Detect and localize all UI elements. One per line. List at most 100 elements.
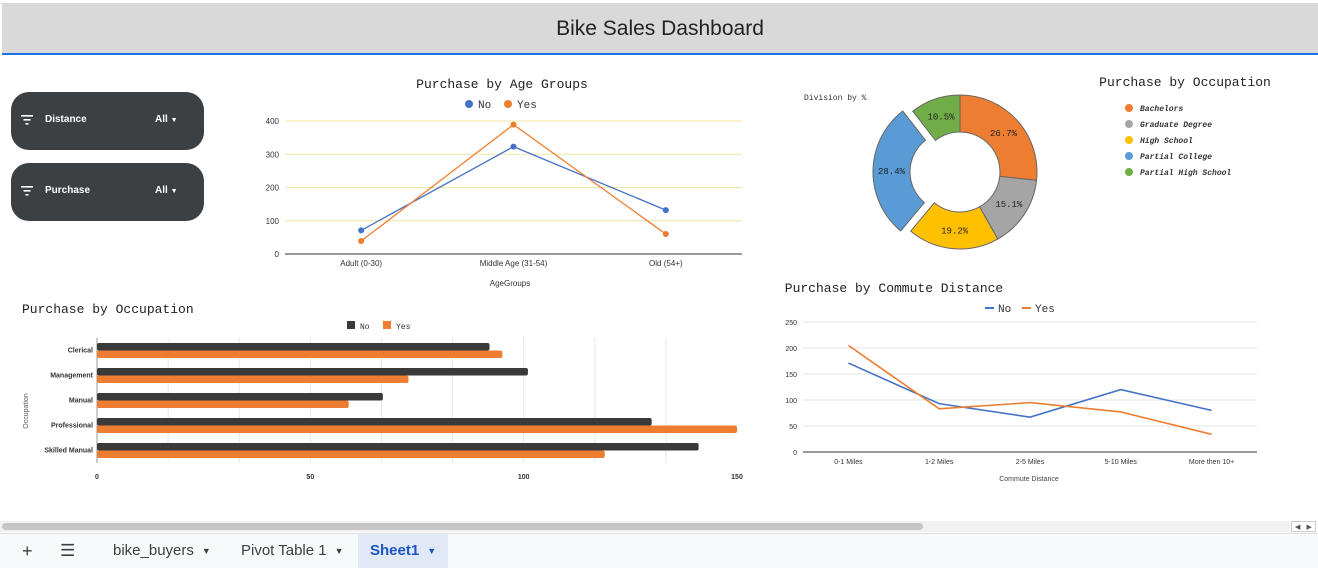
data-point xyxy=(358,238,365,245)
legend-marker-yes xyxy=(383,321,391,329)
slicer-value[interactable]: All ▼ xyxy=(155,114,178,125)
bar-yes xyxy=(97,425,737,433)
filter-icon xyxy=(21,115,33,125)
data-point xyxy=(662,231,669,238)
legend-label: No xyxy=(478,100,491,112)
y-tick-label: 300 xyxy=(266,150,280,159)
chart-gridlines xyxy=(285,120,742,255)
legend-marker xyxy=(1125,152,1133,160)
donut-slice xyxy=(872,110,927,232)
bar-yes xyxy=(97,375,409,383)
x-tick-label: Adult (0-30) xyxy=(340,259,382,268)
series-line-yes xyxy=(847,344,1212,436)
y-ticks: 0 50 100 150 200 250 xyxy=(785,320,797,457)
bar-yes xyxy=(97,400,349,408)
category-label: Skilled Manual xyxy=(44,448,93,455)
legend-label: Bachelors xyxy=(1140,105,1183,114)
data-point xyxy=(510,121,517,128)
tab-sheet1[interactable]: Sheet1 ▼ xyxy=(358,534,449,568)
tab-pivot-table-1[interactable]: Pivot Table 1 ▼ xyxy=(226,534,359,568)
slicer-label: Purchase xyxy=(45,185,91,196)
slice-label: 19.2% xyxy=(941,226,969,236)
slicer-value[interactable]: All ▼ xyxy=(155,185,178,196)
x-axis-label: AgeGroups xyxy=(490,279,530,288)
slice-label: 26.7% xyxy=(990,129,1018,139)
caret-down-icon: ▼ xyxy=(334,546,344,557)
x-tick-label: 100 xyxy=(518,474,530,481)
tab-label: Pivot Table 1 xyxy=(241,542,327,559)
dashboard-title: Bike Sales Dashboard xyxy=(556,17,764,40)
chevron-left-icon[interactable]: ◀ xyxy=(1295,523,1301,531)
dashboard-banner[interactable]: Bike Sales Dashboard xyxy=(2,3,1318,55)
legend-marker xyxy=(1125,120,1133,128)
y-tick-label: 0 xyxy=(275,250,280,259)
filter-icon xyxy=(21,186,33,196)
series-line-yes xyxy=(360,123,667,242)
scrollbar-thumb[interactable] xyxy=(2,523,923,530)
occupation-bar-chart[interactable]: Purchase by Occupation No Yes Occupation… xyxy=(0,295,760,490)
chart-subtitle: Division by % xyxy=(804,94,867,103)
donut-legend: Bachelors Graduate Degree High School Parti… xyxy=(1125,104,1231,178)
bar-no xyxy=(97,393,383,401)
data-point xyxy=(662,207,669,214)
x-tick-labels: Adult (0-30) Middle Age (31-54) Old (54+) xyxy=(340,259,683,268)
chart-title: Purchase by Occupation xyxy=(1099,75,1271,90)
chart-legend: No Yes xyxy=(465,100,537,112)
scroll-arrows[interactable]: ◀ ▶ xyxy=(1291,521,1316,532)
y-tick-label: 0 xyxy=(793,450,797,457)
caret-down-icon: ▼ xyxy=(170,188,178,195)
occupation-donut-chart[interactable]: Purchase by Occupation Division by % 26.… xyxy=(780,70,1280,260)
legend-marker-yes xyxy=(504,100,512,108)
donut-slice xyxy=(909,202,999,250)
series-lines xyxy=(847,344,1212,436)
x-tick-label: 0 xyxy=(95,474,99,481)
legend-marker xyxy=(1125,136,1133,144)
y-ticks: 0 100 200 300 400 xyxy=(266,117,280,259)
donut-slice xyxy=(912,94,961,142)
bar-no xyxy=(97,443,699,451)
slice-label: 28.4% xyxy=(878,167,906,177)
data-point xyxy=(510,143,517,150)
legend-label: Partial College xyxy=(1140,153,1212,162)
caret-down-icon: ▼ xyxy=(170,117,178,124)
add-sheet-icon[interactable]: + xyxy=(22,541,33,561)
legend-label: No xyxy=(360,323,370,332)
legend-label: Graduate Degree xyxy=(1140,121,1212,130)
data-point xyxy=(358,227,365,234)
y-axis-label: Occupation xyxy=(23,393,30,429)
y-tick-label: 100 xyxy=(266,217,280,226)
commute-distance-chart[interactable]: Purchase by Commute Distance No Yes 0 50 1… xyxy=(770,278,1290,488)
bar-no xyxy=(97,343,490,351)
x-tick-label: 2-5 Miles xyxy=(1016,459,1045,466)
caret-down-icon: ▼ xyxy=(427,546,437,557)
y-tick-label: 200 xyxy=(266,184,280,193)
category-label: Management xyxy=(50,373,93,380)
legend-marker xyxy=(1125,104,1133,112)
purchase-slicer[interactable]: Purchase All ▼ xyxy=(11,163,204,221)
slice-label: 15.1% xyxy=(995,200,1023,210)
chart-legend: No Yes xyxy=(347,321,411,332)
donut-slices: 26.7% 15.1% 19.2% 28.4% 10.5% xyxy=(872,94,1038,250)
chart-gridlines xyxy=(803,321,1257,453)
x-tick-label: Middle Age (31-54) xyxy=(480,259,548,268)
tab-bike-buyers[interactable]: bike_buyers ▼ xyxy=(98,534,226,568)
category-label: Clerical xyxy=(68,348,93,355)
all-sheets-icon[interactable]: ☰ xyxy=(60,541,76,560)
x-tick-label: 5-10 Miles xyxy=(1105,459,1138,466)
age-groups-chart[interactable]: Purchase by Age Groups No Yes 0 100 200 300… xyxy=(240,70,760,295)
chart-title: Purchase by Age Groups xyxy=(416,77,588,92)
legend-label: Yes xyxy=(396,323,411,332)
y-tick-label: 150 xyxy=(785,372,797,379)
distance-slicer[interactable]: Distance All ▼ xyxy=(11,92,204,150)
x-tick-label: 0-1 Miles xyxy=(834,459,863,466)
bar-yes xyxy=(97,450,605,458)
y-tick-label: 250 xyxy=(785,320,797,327)
x-tick-label: Old (54+) xyxy=(649,259,683,268)
legend-label: High School xyxy=(1140,137,1193,146)
bar-no xyxy=(97,418,652,426)
donut-slice xyxy=(959,94,1038,181)
bar-no xyxy=(97,368,528,376)
x-tick-label: 150 xyxy=(731,474,743,481)
y-tick-label: 50 xyxy=(789,424,797,431)
chevron-right-icon[interactable]: ▶ xyxy=(1306,523,1312,531)
